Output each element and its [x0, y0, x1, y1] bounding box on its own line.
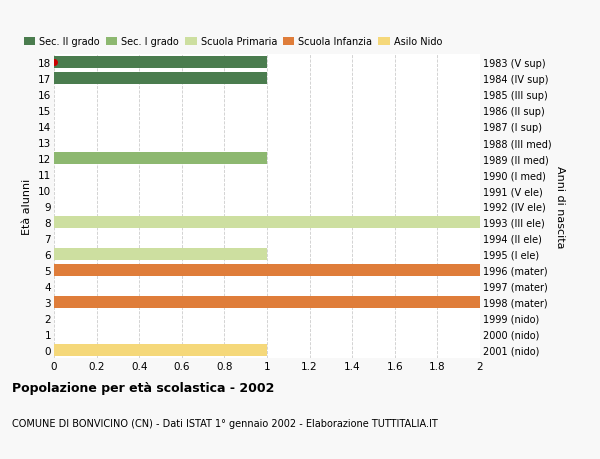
Text: Popolazione per età scolastica - 2002: Popolazione per età scolastica - 2002 [12, 381, 274, 394]
Bar [54, 217, 480, 229]
Bar [54, 57, 267, 69]
Bar [54, 248, 267, 260]
Legend: Sec. II grado, Sec. I grado, Scuola Primaria, Scuola Infanzia, Asilo Nido: Sec. II grado, Sec. I grado, Scuola Prim… [24, 37, 442, 47]
Bar [54, 73, 267, 85]
Y-axis label: Età alunni: Età alunni [22, 179, 32, 235]
Bar [54, 153, 267, 165]
Bar [54, 296, 480, 308]
Y-axis label: Anni di nascita: Anni di nascita [555, 165, 565, 248]
Bar [54, 264, 480, 276]
Bar [54, 344, 267, 356]
Text: COMUNE DI BONVICINO (CN) - Dati ISTAT 1° gennaio 2002 - Elaborazione TUTTITALIA.: COMUNE DI BONVICINO (CN) - Dati ISTAT 1°… [12, 418, 438, 428]
